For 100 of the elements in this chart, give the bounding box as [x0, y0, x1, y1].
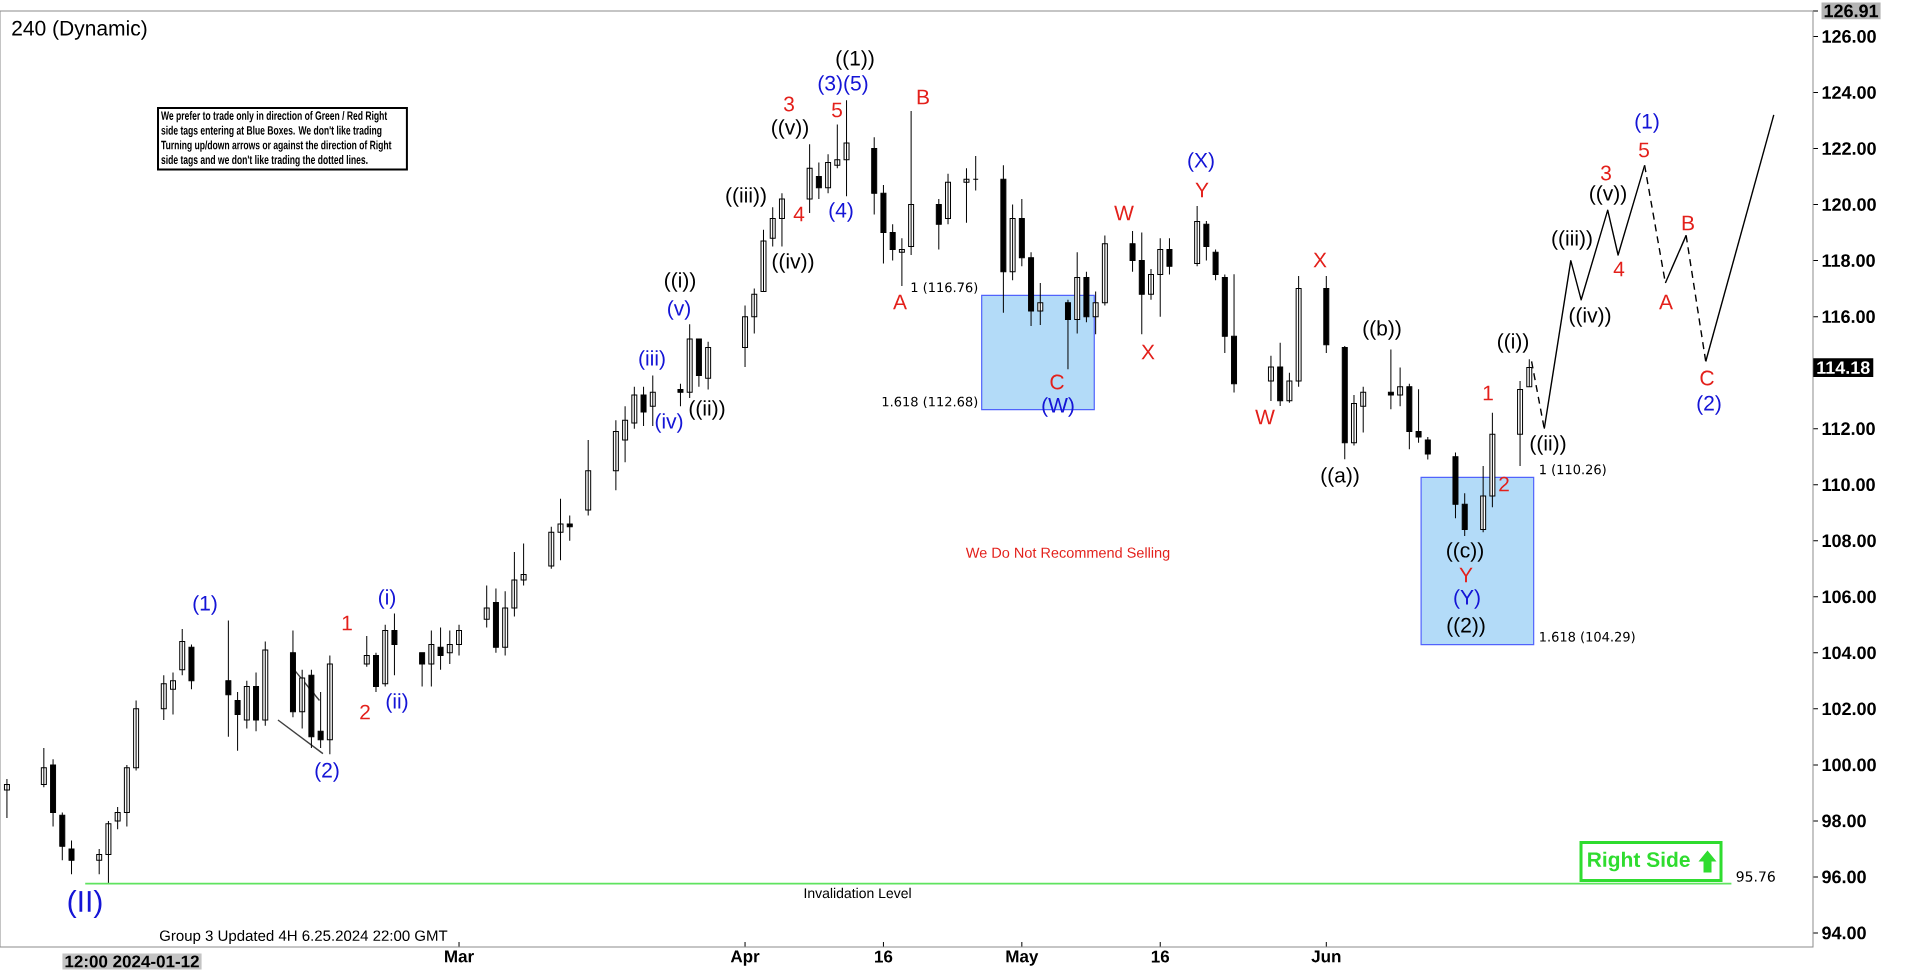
candlestick [391, 613, 398, 676]
candlestick [1424, 436, 1431, 461]
annotation: 4 [1613, 261, 1625, 277]
candlestick [317, 691, 324, 749]
candlestick [557, 498, 564, 561]
x-tick-label: Apr [730, 950, 760, 966]
annotation: (1) [1635, 113, 1659, 133]
candlestick [170, 671, 176, 715]
candlestick [843, 99, 850, 197]
candlestick [3, 778, 10, 819]
annotation: 1.618 (112.68) [882, 396, 978, 409]
annotation: ((b)) [1363, 320, 1401, 340]
text: 114.18 [1817, 361, 1870, 374]
candlestick [123, 764, 130, 828]
annotation: 1 [1483, 385, 1493, 401]
annotation: ((ii)) [689, 400, 725, 420]
candlestick [1148, 268, 1154, 301]
y-tick-label: 102.00 [1822, 702, 1876, 716]
candlestick [1083, 271, 1090, 323]
candlestick [179, 628, 186, 676]
annotation: X [1141, 344, 1155, 360]
candlestick [253, 671, 260, 732]
chart-title: 240 (Dynamic) [12, 20, 147, 40]
candlestick [640, 386, 647, 427]
annotation: B [917, 89, 929, 105]
candlestick [382, 624, 389, 687]
candlestick [1323, 275, 1330, 354]
annotation: ((iv)) [1569, 307, 1611, 327]
candlestick [1231, 273, 1238, 394]
annotation: C [1700, 370, 1714, 386]
candlestick [1480, 465, 1487, 533]
annotation: B [1682, 215, 1694, 231]
candlestick [1461, 492, 1468, 537]
candlestick [908, 110, 915, 256]
annotation: 2 [1499, 476, 1509, 492]
candlestick [677, 383, 684, 407]
candlestick [1212, 248, 1219, 281]
candlestick [880, 184, 887, 264]
candlestick [1129, 230, 1136, 273]
candlestick [1286, 372, 1293, 404]
candlestick [96, 848, 103, 875]
candlestick [326, 655, 333, 755]
candlestick [160, 674, 167, 721]
candlestick [308, 669, 315, 749]
candlestick [889, 223, 896, 262]
candlestick [815, 162, 822, 200]
annotation: 95.76 [1736, 871, 1775, 882]
y-tick-label: 106.00 [1822, 590, 1876, 604]
y-tick-label: 110.00 [1822, 478, 1875, 492]
y-tick-label: 118.00 [1822, 254, 1875, 267]
candlestick [1415, 388, 1422, 444]
candlestick [437, 627, 444, 671]
candlestick [1360, 386, 1367, 434]
candlestick [548, 526, 555, 570]
annotation: 1 (110.26) [1540, 464, 1606, 476]
annotation: Y [1459, 567, 1473, 583]
candlestick [1138, 232, 1145, 335]
annotation: We Do Not Recommend Selling [965, 547, 1170, 561]
annotation: (v) [668, 300, 690, 320]
candlestick [751, 288, 758, 334]
annotation: (4) [829, 202, 853, 222]
annotation: ((ii)) [1530, 435, 1566, 455]
annotation: 3 [1600, 165, 1611, 181]
annotation: (II) [68, 890, 102, 918]
candlestick [1018, 198, 1025, 267]
annotation: (iii) [639, 350, 665, 370]
candlestick [502, 590, 509, 657]
candlestick [40, 747, 47, 788]
x-tick-label: 16 [1151, 950, 1170, 963]
annotation: (Y) [1454, 589, 1480, 609]
y-tick-label: 96.00 [1822, 870, 1866, 884]
candlestick [612, 419, 619, 491]
annotation: We prefer to trade only in direction of Green / Red Right side tags entering at Blue Boxes. We don't like trading Turning up/down arrows or against the direction of Right side tags and we don't like trading the dotted lines. [161, 110, 392, 167]
annotation: ((iii)) [726, 187, 766, 207]
x-tick-label: May [1006, 950, 1039, 966]
candlestick [1203, 220, 1210, 262]
candlestick [1295, 275, 1302, 388]
candlestick [428, 629, 435, 687]
y-tick-label: 116.00 [1822, 310, 1875, 323]
annotation: 5 [1639, 142, 1649, 158]
candlestick [289, 629, 296, 718]
candlestick [133, 699, 140, 771]
candlestick [686, 323, 693, 399]
candlestick [760, 229, 767, 292]
annotation: Y [1195, 182, 1209, 198]
candlestick [825, 153, 832, 194]
candlestick [972, 155, 979, 192]
candlestick [456, 624, 463, 657]
candlestick [1387, 348, 1394, 410]
candlestick [1452, 452, 1459, 519]
candlestick [871, 136, 878, 215]
annotation: Right Side [1588, 851, 1690, 872]
y-tick-label: 120.00 [1822, 198, 1876, 211]
candlestick [1517, 380, 1524, 467]
candlestick [1194, 205, 1201, 267]
candlestick [585, 439, 592, 517]
annotation: ((iv)) [772, 253, 814, 273]
candlestick [1028, 251, 1035, 327]
candlestick [945, 173, 952, 225]
candlestick [483, 585, 490, 629]
